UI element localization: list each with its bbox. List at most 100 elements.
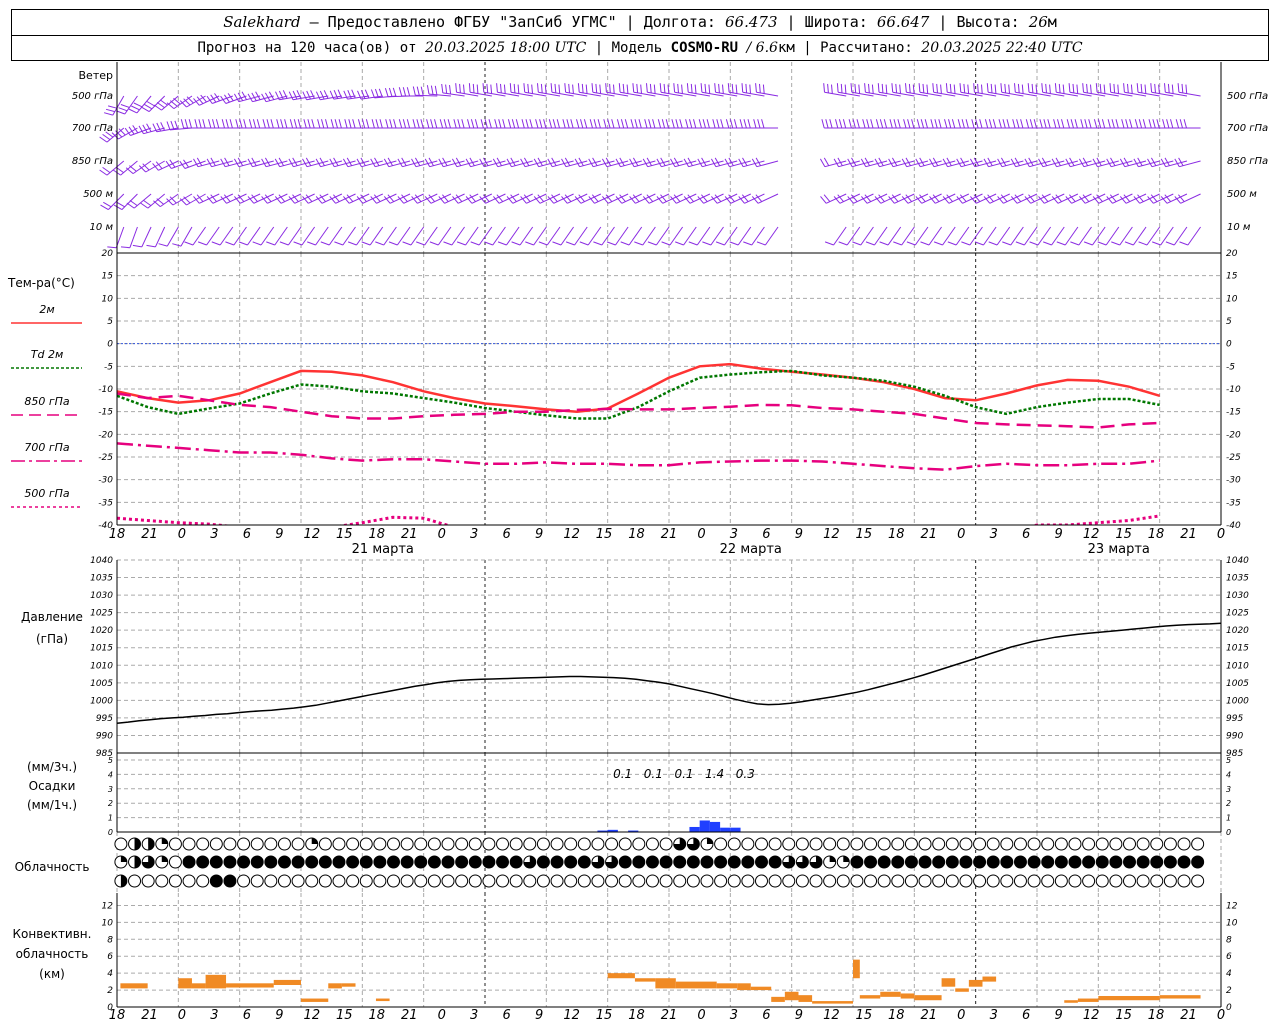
wind-barb-feather — [998, 119, 1002, 129]
wind-barb-feather — [234, 196, 241, 204]
wind-barb-feather — [247, 158, 253, 167]
wind-barb-feather — [918, 83, 921, 93]
wind-barb-feather — [578, 157, 584, 166]
wind-barb-feather — [1083, 241, 1093, 246]
wind-barb-feather — [107, 105, 117, 109]
wind-barb-feather — [434, 85, 438, 95]
convective-bar — [859, 995, 881, 999]
wind-barb-feather — [864, 194, 872, 202]
cloud-symbol — [973, 837, 987, 851]
wind-barb-feather — [1109, 83, 1112, 93]
wind-barb-feather — [102, 166, 111, 174]
y-tick-label-right: 1005 — [1226, 679, 1249, 689]
time-tick-label-bottom: 18 — [888, 1008, 905, 1023]
y-tick-label-left: 4 — [107, 969, 113, 979]
wind-barb-shaft — [846, 226, 861, 246]
wind-title: Ветер — [79, 69, 113, 82]
wind-barb-feather — [988, 241, 998, 246]
wind-barb-feather — [107, 246, 117, 249]
wind-barb-shaft — [833, 226, 847, 246]
wind-barb-feather — [540, 83, 543, 93]
wind-barb-shaft — [124, 95, 138, 115]
pressure-line — [116, 622, 1222, 724]
cloud-symbol — [591, 837, 605, 851]
wind-barb-feather — [1054, 83, 1057, 93]
wind-barb-feather — [146, 101, 155, 107]
y-tick-label-right: 10 — [1226, 294, 1238, 304]
wind-barb-feather — [183, 98, 191, 106]
time-tick-label-bottom: 15 — [1115, 1008, 1132, 1023]
wind-barb-feather — [922, 83, 925, 93]
wind-barb-shaft — [969, 226, 983, 246]
y-tick-label-right: 990 — [1226, 731, 1243, 741]
cloud-symbol — [482, 837, 496, 851]
cloud-symbol — [155, 874, 169, 888]
cloud-symbol — [659, 874, 673, 888]
wind-barb-feather — [420, 86, 424, 96]
wind-barb-feather — [561, 158, 567, 167]
wind-barb-feather — [1156, 119, 1160, 129]
cloud-symbol — [1027, 874, 1041, 888]
wind-barb-feather — [375, 119, 379, 129]
wind-barb-shaft — [192, 226, 207, 246]
wind-barb-feather — [667, 84, 670, 94]
cloud-symbol — [1109, 874, 1123, 888]
cloud-symbol — [741, 837, 755, 851]
cloud-symbol — [359, 874, 373, 888]
wind-barb-shaft — [141, 226, 152, 248]
cloud-symbol — [632, 837, 646, 851]
cloud-symbol — [291, 874, 305, 888]
wind-barb-feather — [474, 119, 479, 129]
cloud-symbol — [196, 837, 210, 851]
wind-barb-feather — [496, 83, 498, 93]
wind-barb-feather — [829, 119, 833, 129]
wind-barb-feather — [589, 119, 593, 129]
cloud-symbol — [509, 855, 523, 869]
wind-barb-feather — [531, 84, 533, 94]
convective-bar — [982, 976, 997, 982]
wind-barb-feather — [356, 158, 362, 167]
wind-barb-feather — [595, 83, 598, 93]
wind-barb-shaft — [1092, 226, 1106, 246]
wind-barb-feather — [179, 198, 187, 206]
cloud-symbol — [918, 837, 932, 851]
wind-barb-feather — [470, 119, 475, 129]
wind-barb-feather — [455, 83, 457, 93]
wind-barb-feather — [1147, 158, 1153, 167]
wind-barb-feather — [1138, 241, 1148, 246]
cloud-symbol — [1123, 855, 1136, 869]
cloud-symbol — [373, 874, 387, 888]
wind-barb-feather — [384, 88, 389, 97]
wind-barb-feather — [430, 85, 434, 95]
wind-barb-feather — [946, 194, 953, 202]
wind-barb-feather — [556, 119, 560, 129]
cloud-symbol — [414, 874, 428, 888]
temp-series-line — [117, 362, 1161, 413]
wind-barb-feather — [864, 157, 871, 166]
y-tick-label-right: 1000 — [1226, 696, 1249, 706]
wind-barb-feather — [724, 158, 730, 167]
cloud-symbol — [659, 837, 673, 851]
wind-barb-feather — [550, 83, 553, 93]
time-tick-label-bottom: 15 — [336, 1008, 353, 1023]
cloud-symbol — [305, 874, 319, 888]
cloud-symbol — [973, 855, 987, 869]
wind-barb-feather — [210, 157, 216, 166]
y-tick-label-right: 1040 — [1226, 556, 1249, 566]
y-tick-label-left: 0 — [107, 1003, 113, 1013]
wind-barb-feather — [494, 119, 498, 129]
temp-legend-label: 2м — [39, 303, 54, 316]
wind-barb-feather — [1056, 241, 1066, 246]
wind-barb-feather — [1140, 83, 1143, 93]
wind-barb-feather — [865, 241, 875, 246]
wind-barb-feather — [1093, 119, 1098, 129]
wind-barb-feather — [1070, 119, 1074, 129]
wind-barb-feather — [642, 196, 650, 204]
wind-barb-feather — [987, 157, 993, 166]
wind-barb-feather — [138, 165, 147, 173]
wind-barb-shaft — [1078, 226, 1092, 246]
wind-barb-feather — [1000, 194, 1008, 202]
convective-bar — [784, 991, 799, 1001]
wind-barb-feather — [1084, 119, 1088, 129]
y-tick-label-right: -5 — [1226, 362, 1235, 372]
